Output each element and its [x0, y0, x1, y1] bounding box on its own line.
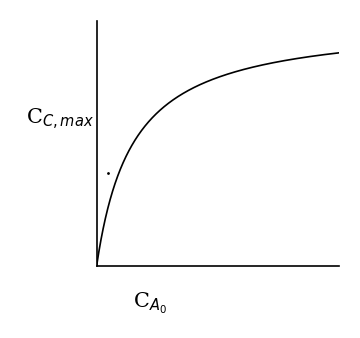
Text: C$_{A_0}$: C$_{A_0}$	[133, 291, 167, 316]
Text: C$_{C, max}$: C$_{C, max}$	[26, 106, 94, 131]
